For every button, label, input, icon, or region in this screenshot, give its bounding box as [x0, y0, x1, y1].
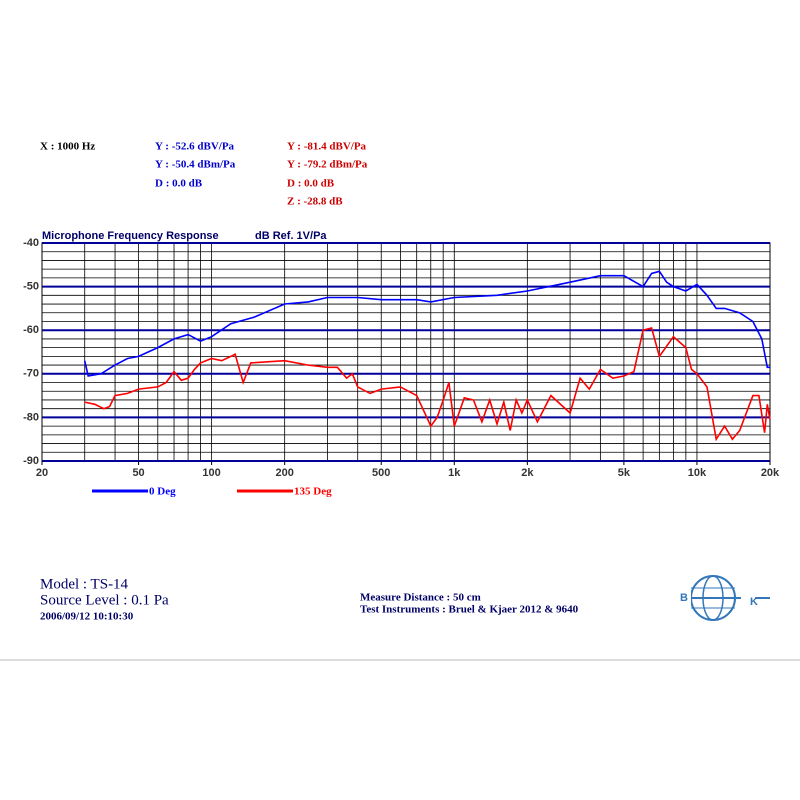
chart-subtitle: dB Ref. 1V/Pa	[255, 230, 327, 242]
red-readout: Y : -79.2 dBm/Pa	[287, 159, 368, 171]
legend-label: 135 Deg	[294, 486, 332, 498]
x-tick-label: 1k	[448, 467, 461, 479]
blue-readout: Y : -52.6 dBV/Pa	[155, 141, 235, 153]
x-tick-label: 10k	[688, 467, 707, 479]
red-readout: D : 0.0 dB	[287, 178, 335, 190]
logo-letter: B	[680, 592, 688, 604]
x-tick-label: 500	[372, 467, 390, 479]
logo-letter: K	[750, 596, 758, 608]
y-tick-label: -80	[23, 411, 39, 423]
y-tick-label: -50	[23, 281, 39, 293]
x-tick-label: 20k	[761, 467, 780, 479]
instruments: Test Instruments : Bruel & Kjaer 2012 & …	[360, 604, 579, 616]
blue-readout: Y : -50.4 dBm/Pa	[155, 159, 236, 171]
chart-title: Microphone Frequency Response	[42, 230, 219, 242]
distance: Measure Distance : 50 cm	[360, 592, 481, 604]
y-tick-label: -70	[23, 368, 39, 380]
x-tick-label: 100	[202, 467, 220, 479]
date: 2006/09/12 10:10:30	[40, 611, 134, 623]
model: Model : TS-14	[40, 576, 129, 592]
legend-label: 0 Deg	[149, 486, 176, 498]
y-tick-label: -90	[23, 455, 39, 467]
series-line	[83, 270, 770, 377]
red-readout: Z : -28.8 dB	[287, 196, 343, 208]
red-readout: Y : -81.4 dBV/Pa	[287, 141, 367, 153]
logo: B K	[677, 575, 770, 621]
x-tick-label: 5k	[618, 467, 631, 479]
x-tick-label: 50	[132, 467, 144, 479]
plot-background	[41, 242, 771, 462]
x-tick-label: 20	[36, 467, 48, 479]
source-level: Source Level : 0.1 Pa	[40, 592, 169, 608]
y-tick-label: -60	[23, 324, 39, 336]
x-readout: X : 1000 Hz	[40, 141, 95, 153]
y-tick-label: -40	[23, 237, 39, 249]
x-tick-label: 200	[275, 467, 293, 479]
blue-readout: D : 0.0 dB	[155, 178, 203, 190]
x-tick-label: 2k	[521, 467, 534, 479]
series-line	[84, 327, 771, 442]
